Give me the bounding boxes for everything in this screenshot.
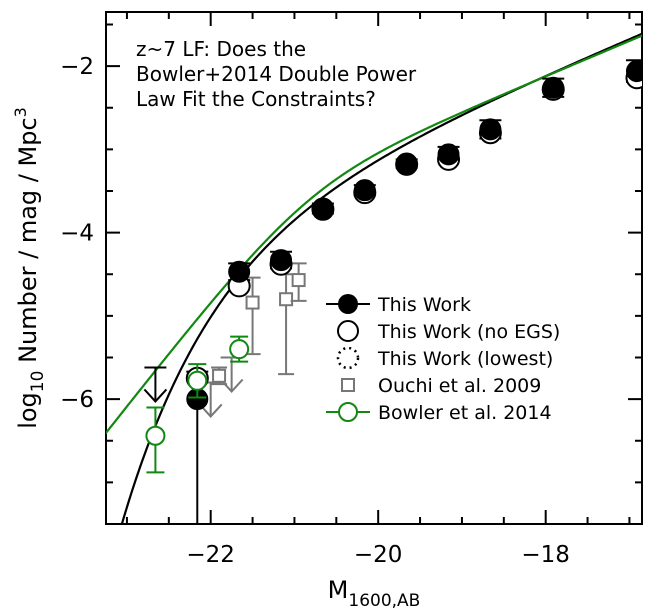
legend-label: This Work (lowest) [377,348,553,370]
chart-title-line: Law Fit the Constraints? [136,87,376,111]
ouchi-point [279,292,294,307]
legend-marker [338,294,358,314]
chart-title-line: z~7 LF: Does the [136,37,306,61]
y-tick-label: −2 [60,54,94,80]
legend-label: Bowler et al. 2014 [378,402,552,424]
this-work-point [437,143,460,166]
legend-item: This Work (lowest) [336,346,553,370]
legend-label: This Work (no EGS) [377,321,560,343]
y-axis-label-sup: 3 [11,107,30,117]
legend-label: This Work [377,294,471,316]
y-tick-label: −4 [60,221,94,247]
plot-frame [105,11,643,525]
legend-marker [337,320,359,342]
legend-item: Bowler et al. 2014 [326,402,552,424]
fit-curve [120,32,642,524]
y-axis-label: log10 Number / mag / Mpc3 [11,107,48,429]
bowler-point [229,339,250,360]
legend-marker [341,378,355,392]
x-tick-label: −20 [354,542,403,568]
bowler-point [145,425,166,446]
legend-label: Ouchi et al. 2009 [378,375,541,397]
legend-marker [336,346,360,370]
chart-title-line: Bowler+2014 Double Power [136,62,417,86]
this-work-point [311,197,334,220]
x-axis-label: M1600,AB [328,576,421,610]
this-work-point [353,179,376,202]
legend-marker [338,402,358,422]
x-tick-label: −18 [521,542,570,568]
x-axis-label-main: M [328,576,349,604]
this-work-point [542,76,565,99]
this-work-point [625,60,642,83]
legend-item: Ouchi et al. 2009 [341,375,541,397]
y-tick-label: −6 [60,387,94,413]
this-work-point [228,260,251,283]
ouchi-point [291,273,306,288]
ouchi-point [212,368,227,383]
x-axis-label-sub: 1600,AB [348,591,420,610]
legend-item: This Work (no EGS) [337,320,560,343]
legend-item: This Work [326,294,471,316]
ouchi-point [245,295,260,310]
upper-limit-arrow [198,403,223,418]
y-axis-label-pre: log [14,392,42,429]
y-axis-label-sub: 10 [28,371,48,393]
x-tick-label: −22 [186,542,235,568]
this-work-point [270,249,293,272]
bowler-point [187,370,208,391]
fit-curve [106,34,642,435]
y-axis-label-post: Number / mag / Mpc [14,117,42,370]
upper-limit-arrow [143,388,168,403]
this-work-point [479,118,502,141]
this-work-point [395,152,418,175]
